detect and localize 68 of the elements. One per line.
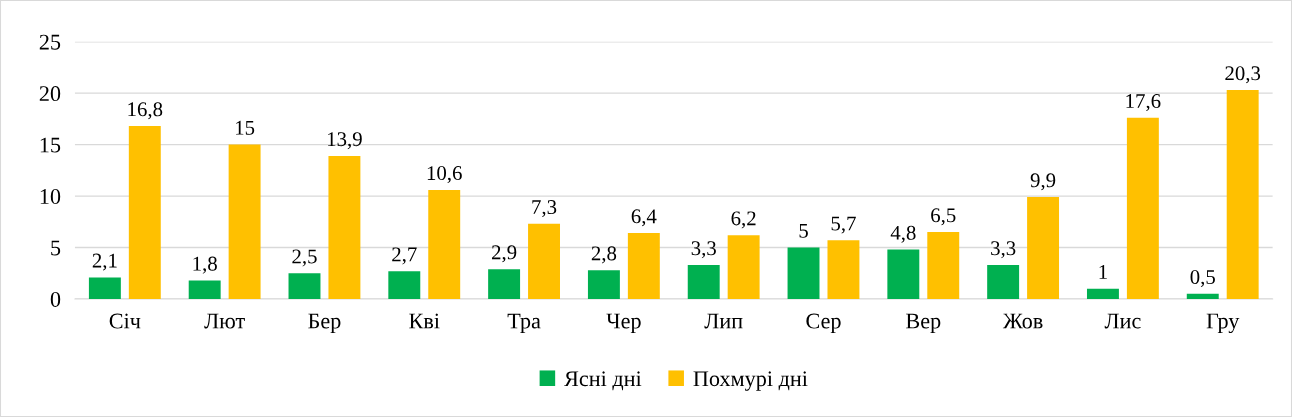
x-tick-label: Вер [906, 313, 941, 334]
data-label: 6,5 [931, 208, 956, 226]
data-label: 10,6 [427, 166, 462, 184]
bar [388, 271, 421, 299]
bar [927, 232, 960, 299]
bar [887, 249, 920, 299]
data-label: 20,3 [1225, 66, 1261, 84]
bar [1226, 90, 1259, 299]
data-label: 0,5 [1190, 270, 1215, 288]
data-label: 2,7 [392, 247, 417, 265]
bar [1126, 117, 1159, 299]
bar [627, 233, 660, 299]
y-tick-label: 15 [40, 137, 61, 153]
y-tick-label: 25 [39, 34, 61, 50]
data-label: 2,8 [591, 246, 617, 264]
bar [787, 247, 820, 299]
data-label: 2,9 [492, 245, 517, 263]
bar [228, 144, 261, 299]
bar [328, 155, 361, 299]
bar [1027, 197, 1060, 299]
bar [128, 126, 161, 299]
bar [428, 189, 461, 299]
legend-label: Ясні дні [564, 371, 642, 391]
x-tick-label: Січ [109, 313, 141, 329]
y-tick-label: 5 [51, 240, 61, 256]
data-label: 5,7 [831, 216, 856, 234]
bar [488, 269, 521, 299]
data-label: 3,3 [991, 241, 1016, 259]
data-label: 1 [1099, 264, 1107, 279]
bar [827, 240, 860, 299]
bar [288, 273, 321, 299]
x-tick-label: Кві [409, 313, 440, 329]
data-label: 15 [236, 120, 255, 135]
data-label: 1,8 [193, 256, 217, 274]
x-tick-label: Лис [1104, 313, 1141, 329]
y-tick-label: 0 [50, 291, 61, 307]
legend-label: Похмурі дні [693, 371, 808, 391]
data-label: 2,5 [292, 249, 317, 267]
data-label: 9,9 [1030, 173, 1056, 191]
data-label: 13,9 [328, 132, 362, 150]
x-tick-label: Лют [204, 313, 245, 329]
data-label: 16,8 [128, 102, 163, 120]
data-label: 2,1 [92, 253, 117, 271]
x-tick-label: Гру [1206, 313, 1240, 334]
data-label: 5 [799, 223, 808, 238]
bar [987, 265, 1020, 299]
data-label: 4,8 [890, 225, 916, 243]
data-label: 17,6 [1126, 94, 1161, 112]
y-tick-label: 20 [39, 86, 61, 102]
bar [727, 235, 760, 299]
data-label: 3,3 [691, 241, 716, 259]
bar [587, 270, 620, 299]
data-label: 6,2 [731, 211, 756, 229]
x-tick-label: Тра [507, 313, 541, 334]
x-tick-label: Жов [1002, 313, 1043, 329]
data-label: 6,4 [631, 209, 657, 227]
bar [528, 223, 560, 299]
y-tick-label: 10 [40, 189, 61, 204]
x-tick-label: Лип [704, 313, 743, 329]
x-tick-label: Бер [308, 313, 341, 334]
bar [1086, 288, 1119, 299]
bar [687, 265, 720, 299]
x-tick-label: Чер [606, 313, 641, 334]
data-label: 7,3 [532, 200, 557, 218]
bar [188, 280, 221, 299]
bar [88, 277, 121, 299]
bar [1186, 293, 1219, 299]
x-tick-label: Сер [806, 313, 841, 334]
